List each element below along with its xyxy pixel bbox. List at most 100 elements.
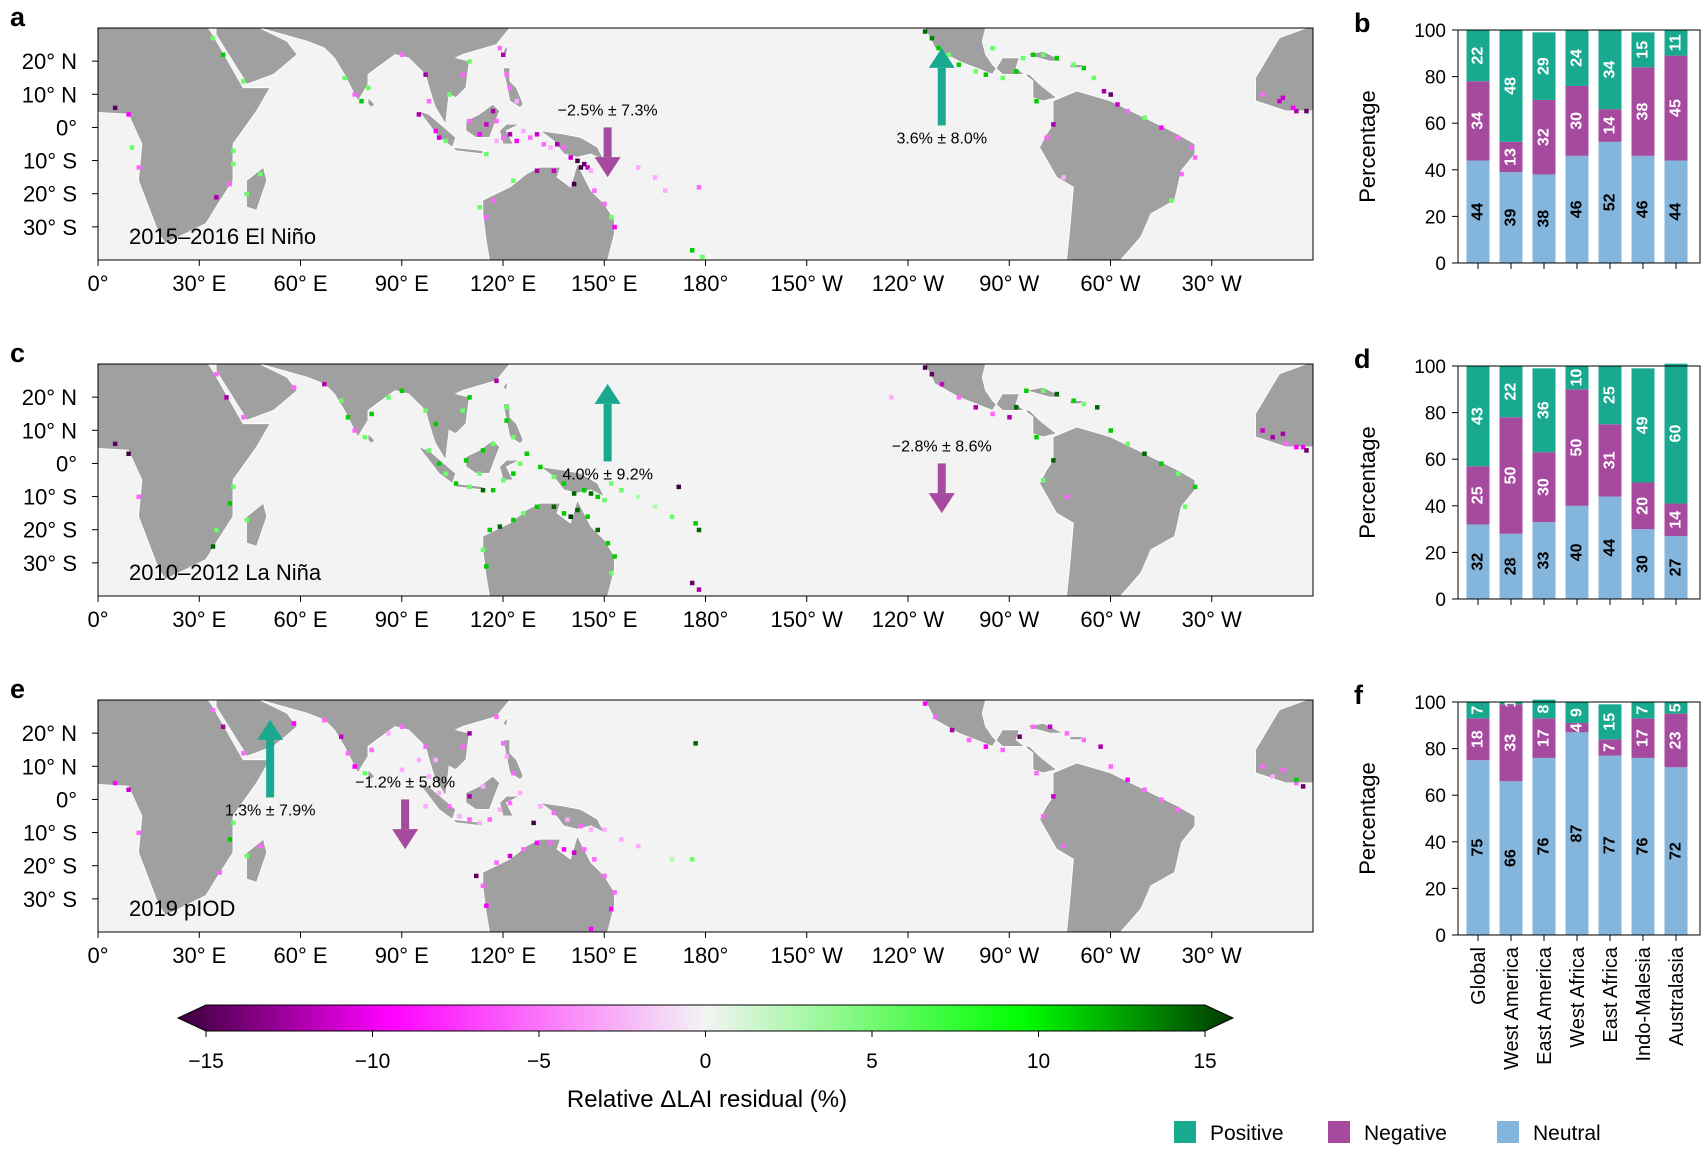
- lai-pixel: [477, 471, 482, 476]
- lai-pixel: [460, 72, 465, 77]
- lai-pixel: [605, 540, 611, 546]
- lai-pixel: [426, 448, 432, 453]
- lat-tick-label: 10° S: [23, 821, 77, 846]
- lat-tick-label: 0°: [56, 451, 77, 476]
- bar-segment-neutral: [1499, 172, 1523, 263]
- lai-pixel: [561, 847, 567, 852]
- landmass-central-america: [924, 700, 1058, 774]
- lai-pixel: [1051, 122, 1056, 127]
- lai-pixel: [929, 35, 935, 41]
- lai-pixel: [214, 371, 219, 377]
- lai-pixel: [528, 135, 533, 140]
- lai-pixel: [1179, 171, 1184, 177]
- bar-segment-negative: [1631, 67, 1655, 156]
- bar-segment-positive: [1466, 30, 1490, 82]
- colorbar-tick-label: −15: [188, 1050, 224, 1073]
- lai-pixel: [490, 198, 496, 203]
- lon-tick-label: 180°: [683, 607, 729, 632]
- lai-pixel: [933, 714, 938, 720]
- bar-value-label: 50: [1503, 467, 1520, 485]
- lai-pixel: [1125, 777, 1130, 783]
- bar-value-label: 38: [1635, 103, 1652, 121]
- lai-pixel: [1176, 135, 1181, 140]
- landmass-central-america: [924, 364, 1058, 438]
- lon-tick-label: 30° W: [1182, 943, 1242, 968]
- y-tick-label: 80: [1425, 68, 1446, 89]
- y-tick-label: 40: [1425, 161, 1446, 182]
- bar-frame: [1457, 29, 1701, 264]
- bar-segment-positive: [1565, 702, 1589, 723]
- bar-segment-neutral: [1565, 732, 1589, 935]
- lai-pixel: [1091, 75, 1097, 81]
- landmass-south-america: [1039, 762, 1196, 932]
- lai-pixel: [1280, 431, 1286, 437]
- bar-value-label: 30: [1569, 112, 1586, 130]
- lon-tick-label: 150° E: [571, 607, 637, 632]
- bar-value-label: 7: [1602, 743, 1619, 752]
- lai-pixel: [480, 487, 486, 493]
- category-label: Australasia: [1666, 946, 1688, 1046]
- bar-value-label: 17: [1635, 729, 1652, 747]
- bar-value-label: 77: [1602, 836, 1619, 854]
- bar-segment-positive: [1598, 366, 1622, 425]
- lai-pixel: [231, 148, 236, 154]
- bar-value-label: 40: [1569, 543, 1586, 561]
- lai-pixel: [112, 105, 118, 111]
- arrow-shaft: [603, 127, 612, 158]
- lai-pixel: [210, 35, 216, 41]
- lat-tick-label: 10° N: [22, 754, 77, 779]
- lai-pixel: [1176, 471, 1181, 476]
- bar-value-label: 44: [1668, 203, 1685, 221]
- lai-pixel: [1034, 434, 1039, 440]
- y-tick-label: 40: [1425, 497, 1446, 518]
- lon-tick-label: 0°: [87, 271, 108, 296]
- lat-tick-label: 30° S: [23, 215, 77, 240]
- lai-pixel: [345, 415, 351, 420]
- lai-pixel: [507, 853, 513, 859]
- landmass-java: [451, 146, 484, 155]
- lai-pixel: [609, 570, 614, 576]
- landmass-west-africa-edge: [1255, 700, 1313, 784]
- lai-pixel: [1054, 55, 1059, 61]
- bar-segment-neutral: [1631, 155, 1655, 263]
- bar-segment-neutral: [1466, 160, 1490, 263]
- map-panel-c: c 20° N 10° N 0° 10° S 20° S 30° S 0° 30° E 60° E…: [10, 338, 1314, 632]
- bar-value-label: 7: [1635, 706, 1652, 715]
- lon-tick-label: 90° W: [979, 271, 1039, 296]
- lai-pixel: [585, 514, 590, 519]
- lon-tick-label: 60° W: [1080, 607, 1140, 632]
- bar-charts-layer: bPercentage02040608010044342239134838322…: [1354, 8, 1701, 1070]
- lai-pixel: [423, 804, 428, 809]
- lon-tick-label: 30° W: [1182, 271, 1242, 296]
- lai-pixel: [477, 820, 482, 826]
- lon-tick-label: 180°: [683, 943, 729, 968]
- lai-pixel: [477, 204, 482, 210]
- lai-pixel: [1061, 175, 1066, 180]
- lai-pixel: [511, 471, 516, 476]
- landmass-africa: [98, 700, 271, 916]
- lai-pixel: [1071, 62, 1076, 67]
- y-tick-label: 100: [1414, 357, 1446, 378]
- lai-pixel: [352, 428, 357, 433]
- lai-pixel: [609, 214, 614, 220]
- lai-pixel: [521, 847, 526, 852]
- legend-item-negative: Negative: [1328, 1121, 1447, 1145]
- lai-pixel: [693, 741, 698, 746]
- bar-value-label: 72: [1668, 842, 1685, 860]
- lai-pixel: [534, 132, 540, 137]
- lai-pixel: [501, 135, 506, 140]
- lat-tick-label: 30° S: [23, 551, 77, 576]
- bar-segment-neutral: [1631, 529, 1655, 599]
- lai-pixel: [1159, 797, 1164, 802]
- bar-segment-positive: [1664, 363, 1688, 504]
- bar-segment-positive: [1565, 366, 1589, 390]
- bar-segment-neutral: [1532, 522, 1556, 599]
- panel-letter: f: [1354, 680, 1364, 710]
- lai-pixel: [241, 751, 246, 756]
- lai-pixel: [571, 181, 577, 187]
- lai-pixel: [588, 168, 594, 174]
- lai-pixel: [541, 142, 546, 147]
- lai-pixel: [538, 464, 543, 470]
- lai-pixel: [244, 853, 249, 859]
